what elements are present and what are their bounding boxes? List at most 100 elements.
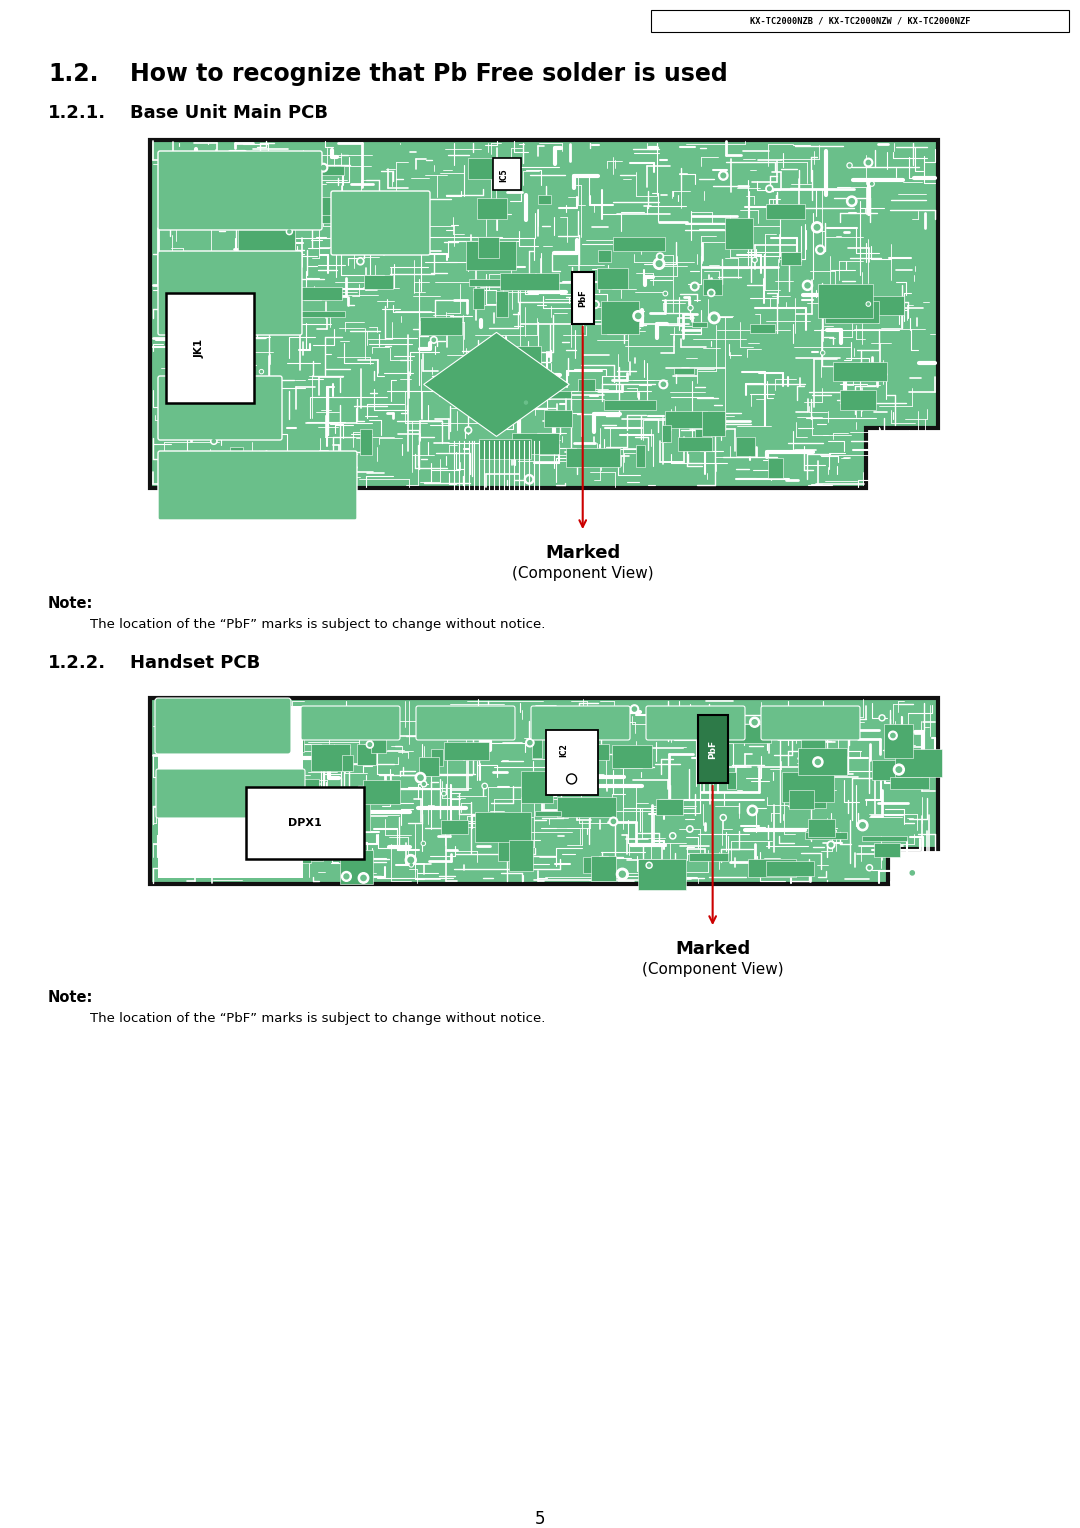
Circle shape [848,163,851,167]
Circle shape [222,810,229,816]
Bar [698,715,728,782]
FancyBboxPatch shape [646,706,745,740]
Bar [364,779,401,804]
Circle shape [659,380,667,388]
Circle shape [527,477,531,481]
Circle shape [710,292,713,295]
Polygon shape [150,141,939,487]
Circle shape [237,717,242,721]
Circle shape [525,400,527,403]
Bar [246,787,364,859]
Circle shape [170,368,177,376]
Circle shape [663,292,667,296]
Text: The location of the “PbF” marks is subject to change without notice.: The location of the “PbF” marks is subje… [90,1012,545,1025]
Bar [521,772,553,802]
Bar [465,241,516,270]
Circle shape [341,871,351,882]
Circle shape [821,351,825,354]
Circle shape [619,871,625,877]
Circle shape [525,475,534,484]
Bar [808,819,835,837]
Bar [311,744,350,772]
Circle shape [431,336,437,344]
Bar [167,316,206,350]
Circle shape [721,816,725,819]
Circle shape [689,307,692,309]
Circle shape [224,811,228,814]
Text: How to recognize that Pb Free solder is used: How to recognize that Pb Free solder is … [130,63,728,86]
Circle shape [690,283,699,290]
Bar [852,296,904,315]
Circle shape [847,196,856,206]
Text: IC5: IC5 [499,168,509,182]
Text: 5: 5 [535,1510,545,1528]
Circle shape [802,280,812,290]
Bar [478,439,530,460]
Bar [512,434,559,454]
Circle shape [260,371,262,373]
Bar [636,445,645,468]
Circle shape [188,313,192,318]
Bar [638,859,686,889]
Bar [498,837,526,862]
Circle shape [661,382,665,387]
Circle shape [847,163,852,168]
Circle shape [526,738,534,747]
Text: KX-TC2000NZB / KX-TC2000NZW / KX-TC2000NZF: KX-TC2000NZB / KX-TC2000NZW / KX-TC2000N… [750,17,970,26]
Bar [795,711,851,724]
Text: Note:: Note: [48,990,93,1005]
Circle shape [316,853,322,859]
Circle shape [584,281,591,287]
FancyBboxPatch shape [156,698,291,753]
Circle shape [752,257,757,263]
Circle shape [815,759,821,764]
Bar [269,840,311,863]
Bar [678,437,712,451]
Bar [702,411,725,435]
FancyBboxPatch shape [531,706,630,740]
Bar [538,391,571,397]
Circle shape [421,842,426,845]
Bar [502,345,541,376]
Bar [175,292,224,318]
Circle shape [635,313,640,318]
Bar [536,811,561,816]
Circle shape [434,723,438,726]
Circle shape [482,784,487,788]
Circle shape [707,289,715,296]
Bar [369,792,393,798]
FancyBboxPatch shape [761,706,860,740]
Circle shape [432,720,441,729]
Text: DPX1: DPX1 [288,817,322,828]
Bar [654,863,671,882]
Bar [510,839,534,871]
Circle shape [167,387,178,397]
Circle shape [815,244,825,255]
Bar [303,792,315,817]
Bar [234,347,253,359]
Bar [237,811,288,827]
Bar [818,284,874,318]
Bar [665,411,707,428]
Circle shape [829,843,833,847]
Bar [781,252,801,266]
Circle shape [442,792,446,796]
Bar [789,790,813,810]
Circle shape [221,478,224,481]
Bar [703,278,721,295]
Circle shape [262,315,265,318]
Bar [238,223,295,257]
Circle shape [868,866,870,869]
Bar [311,197,365,215]
Circle shape [571,714,577,718]
Circle shape [818,248,823,252]
Bar [833,362,887,382]
Bar [605,400,656,410]
Circle shape [593,303,597,307]
FancyBboxPatch shape [158,151,322,231]
Circle shape [653,258,665,269]
Circle shape [896,767,902,772]
Circle shape [768,186,771,191]
Bar [194,749,235,766]
Text: 1.2.1.: 1.2.1. [48,104,106,122]
